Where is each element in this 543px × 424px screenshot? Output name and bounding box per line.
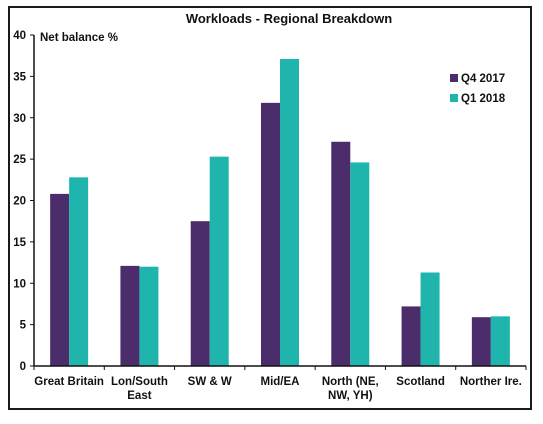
bar-q4-2017 bbox=[471, 317, 491, 366]
y-tick-label: 10 bbox=[13, 278, 26, 290]
legend: Q4 2017 Q1 2018 bbox=[450, 73, 506, 105]
bar-q4-2017 bbox=[190, 221, 210, 366]
legend-label: Q4 2017 bbox=[461, 73, 505, 85]
x-category-label: North (NE, NW, YH) bbox=[322, 376, 379, 402]
bar-q4-2017 bbox=[50, 193, 70, 366]
bars bbox=[50, 58, 510, 367]
y-tick-label: 40 bbox=[13, 30, 26, 42]
bar-q1-2018 bbox=[350, 162, 370, 366]
y-tick-label: 0 bbox=[20, 361, 26, 373]
y-tick-label: 20 bbox=[13, 196, 26, 208]
bar-q4-2017 bbox=[261, 102, 280, 366]
axes bbox=[33, 35, 527, 370]
chart-title: Workloads - Regional Breakdown bbox=[186, 11, 392, 26]
bar-q1-2018 bbox=[490, 316, 510, 366]
bar-q1-2018 bbox=[69, 177, 89, 366]
y-tick-label: 30 bbox=[13, 113, 26, 125]
bar-q1-2018 bbox=[280, 58, 299, 367]
y-axis-label: Net balance % bbox=[40, 32, 118, 44]
bar-q4-2017 bbox=[120, 265, 140, 366]
x-category-label: SW & W bbox=[188, 376, 232, 388]
y-axis-ticks: 0 5 10 15 20 25 30 35 40 bbox=[13, 30, 34, 373]
y-tick-label: 25 bbox=[13, 154, 26, 166]
bar-q1-2018 bbox=[139, 266, 159, 366]
x-category-label: Lon/South East bbox=[111, 376, 168, 402]
bar-q4-2017 bbox=[331, 141, 351, 366]
y-tick-label: 15 bbox=[13, 237, 26, 249]
bar-q1-2018 bbox=[420, 272, 440, 366]
x-category-label: Norther Ire. bbox=[460, 376, 522, 388]
bar-q1-2018 bbox=[209, 156, 229, 366]
y-tick-label: 5 bbox=[20, 320, 27, 332]
legend-swatch bbox=[450, 94, 458, 102]
x-category-label: Scotland bbox=[396, 376, 445, 388]
x-category-label: Mid/EA bbox=[261, 376, 300, 388]
legend-swatch bbox=[450, 74, 458, 82]
x-category-label: Great Britain bbox=[34, 376, 104, 388]
x-axis-labels: Great Britain Lon/South East SW & W Mid/EA No… bbox=[34, 376, 522, 402]
y-tick-label: 35 bbox=[13, 71, 26, 83]
bar-q4-2017 bbox=[401, 306, 421, 366]
legend-label: Q1 2018 bbox=[461, 93, 506, 105]
